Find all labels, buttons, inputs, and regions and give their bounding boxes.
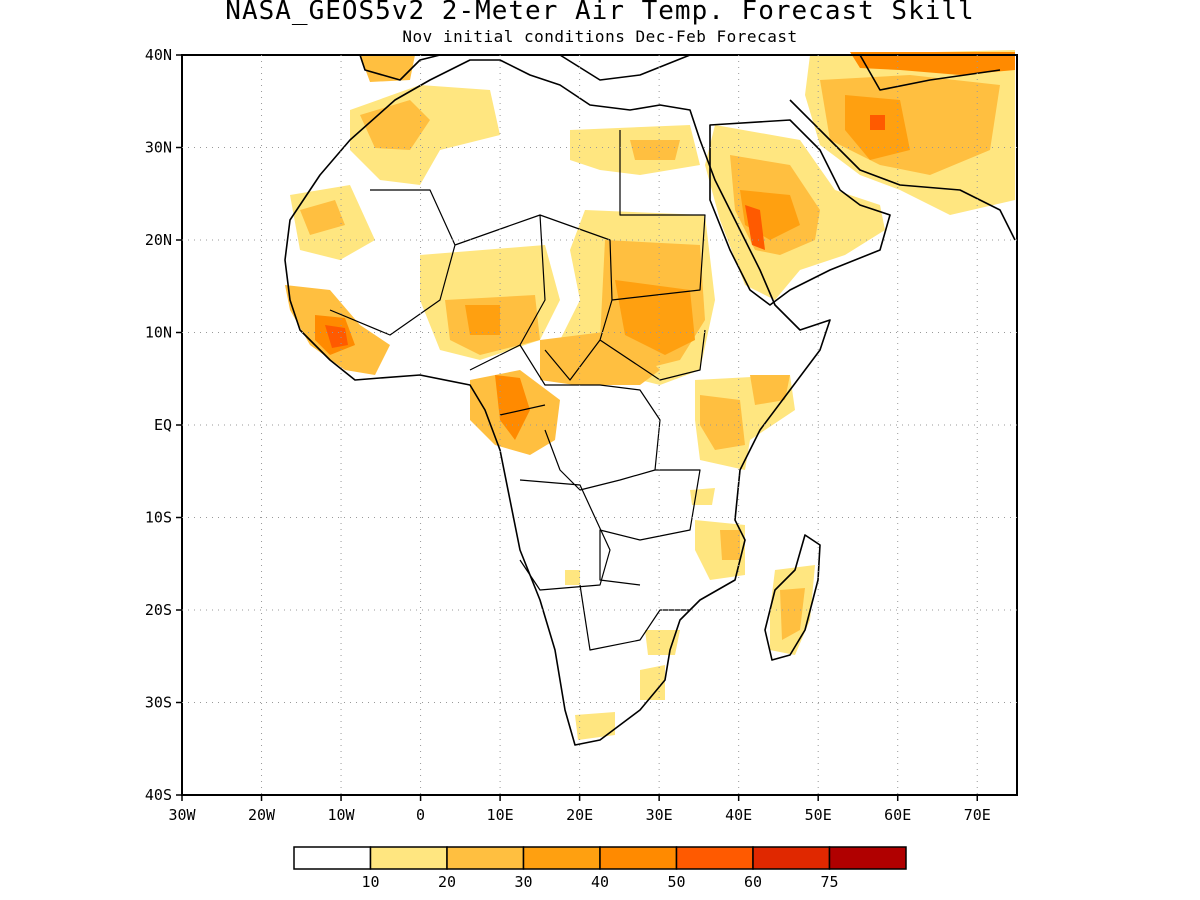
x-tick-label: 50E	[805, 806, 832, 824]
shade-gabon-high	[495, 375, 530, 440]
axis-ticks: 30W 20W 10W 0 10E 20E 30E 40E 50E 60E 70E 40N 30N 20N…	[145, 46, 991, 824]
y-tick-label: EQ	[154, 416, 172, 434]
colorbar-label: 30	[514, 873, 532, 891]
shade-south5	[565, 570, 580, 585]
y-tick-label: 20S	[145, 601, 172, 619]
colorbar-label: 10	[361, 873, 379, 891]
colorbar-swatch	[522, 846, 601, 870]
colorbar-swatch	[369, 846, 448, 870]
x-tick-label: 40E	[725, 806, 752, 824]
shade-car	[540, 330, 660, 385]
x-tick-label: 30E	[646, 806, 673, 824]
colorbar-swatch	[446, 846, 525, 870]
x-tick-label: 20W	[248, 806, 276, 824]
colorbar-label: 40	[591, 873, 609, 891]
colorbar-label: 60	[744, 873, 762, 891]
colorbar: 10 20 30 40 50 60 75	[293, 846, 907, 891]
shade-topleft	[360, 55, 415, 82]
shade-somalia	[750, 375, 790, 405]
colorbar-swatch	[675, 846, 754, 870]
x-tick-label: 20E	[566, 806, 593, 824]
asia-coast	[789, 54, 1016, 241]
madagascar-coastline	[764, 534, 821, 661]
y-tick-label: 40S	[145, 786, 172, 804]
colorbar-label: 75	[820, 873, 838, 891]
map-title: NASA_GEOS5v2 2-Meter Air Temp. Forecast …	[225, 0, 975, 26]
skill-shading	[285, 50, 1015, 740]
y-tick-label: 30S	[145, 694, 172, 712]
colorbar-swatch	[752, 846, 831, 870]
x-tick-label: 10W	[328, 806, 356, 824]
y-tick-label: 10N	[145, 324, 172, 342]
y-tick-label: 40N	[145, 46, 172, 64]
shade-tanz-mid	[720, 530, 740, 560]
shade-south1	[575, 712, 615, 740]
shade-asia-top	[850, 52, 1015, 75]
shade-egypt-mid	[630, 140, 680, 160]
x-tick-label: 30W	[168, 806, 196, 824]
x-tick-label: 60E	[884, 806, 911, 824]
shade-sahel-high	[465, 305, 500, 335]
y-tick-label: 10S	[145, 509, 172, 527]
colorbar-swatch	[828, 846, 907, 870]
country-borders	[329, 130, 706, 651]
x-tick-label: 10E	[487, 806, 514, 824]
shade-guinea-peak	[325, 325, 348, 348]
y-tick-label: 30N	[145, 139, 172, 157]
map-subtitle: Nov initial conditions Dec-Feb Forecast	[402, 27, 798, 46]
shade-south4	[690, 488, 715, 505]
colorbar-label: 50	[667, 873, 685, 891]
shade-east-mid	[700, 395, 745, 450]
colorbar-label: 20	[438, 873, 456, 891]
x-tick-label: 0	[416, 806, 425, 824]
y-tick-label: 20N	[145, 231, 172, 249]
shade-iran-peak	[870, 115, 885, 130]
shade-madagascar-mid	[780, 588, 805, 640]
arabia-coastline	[709, 119, 891, 306]
colorbar-swatch	[599, 846, 678, 870]
colorbar-swatch	[293, 846, 372, 870]
shade-morocco-mid	[360, 100, 430, 150]
shade-sudan-high	[615, 280, 695, 355]
shade-wsahara-mid	[300, 200, 345, 235]
x-tick-label: 70E	[964, 806, 991, 824]
shade-arabia-peak	[745, 205, 765, 250]
